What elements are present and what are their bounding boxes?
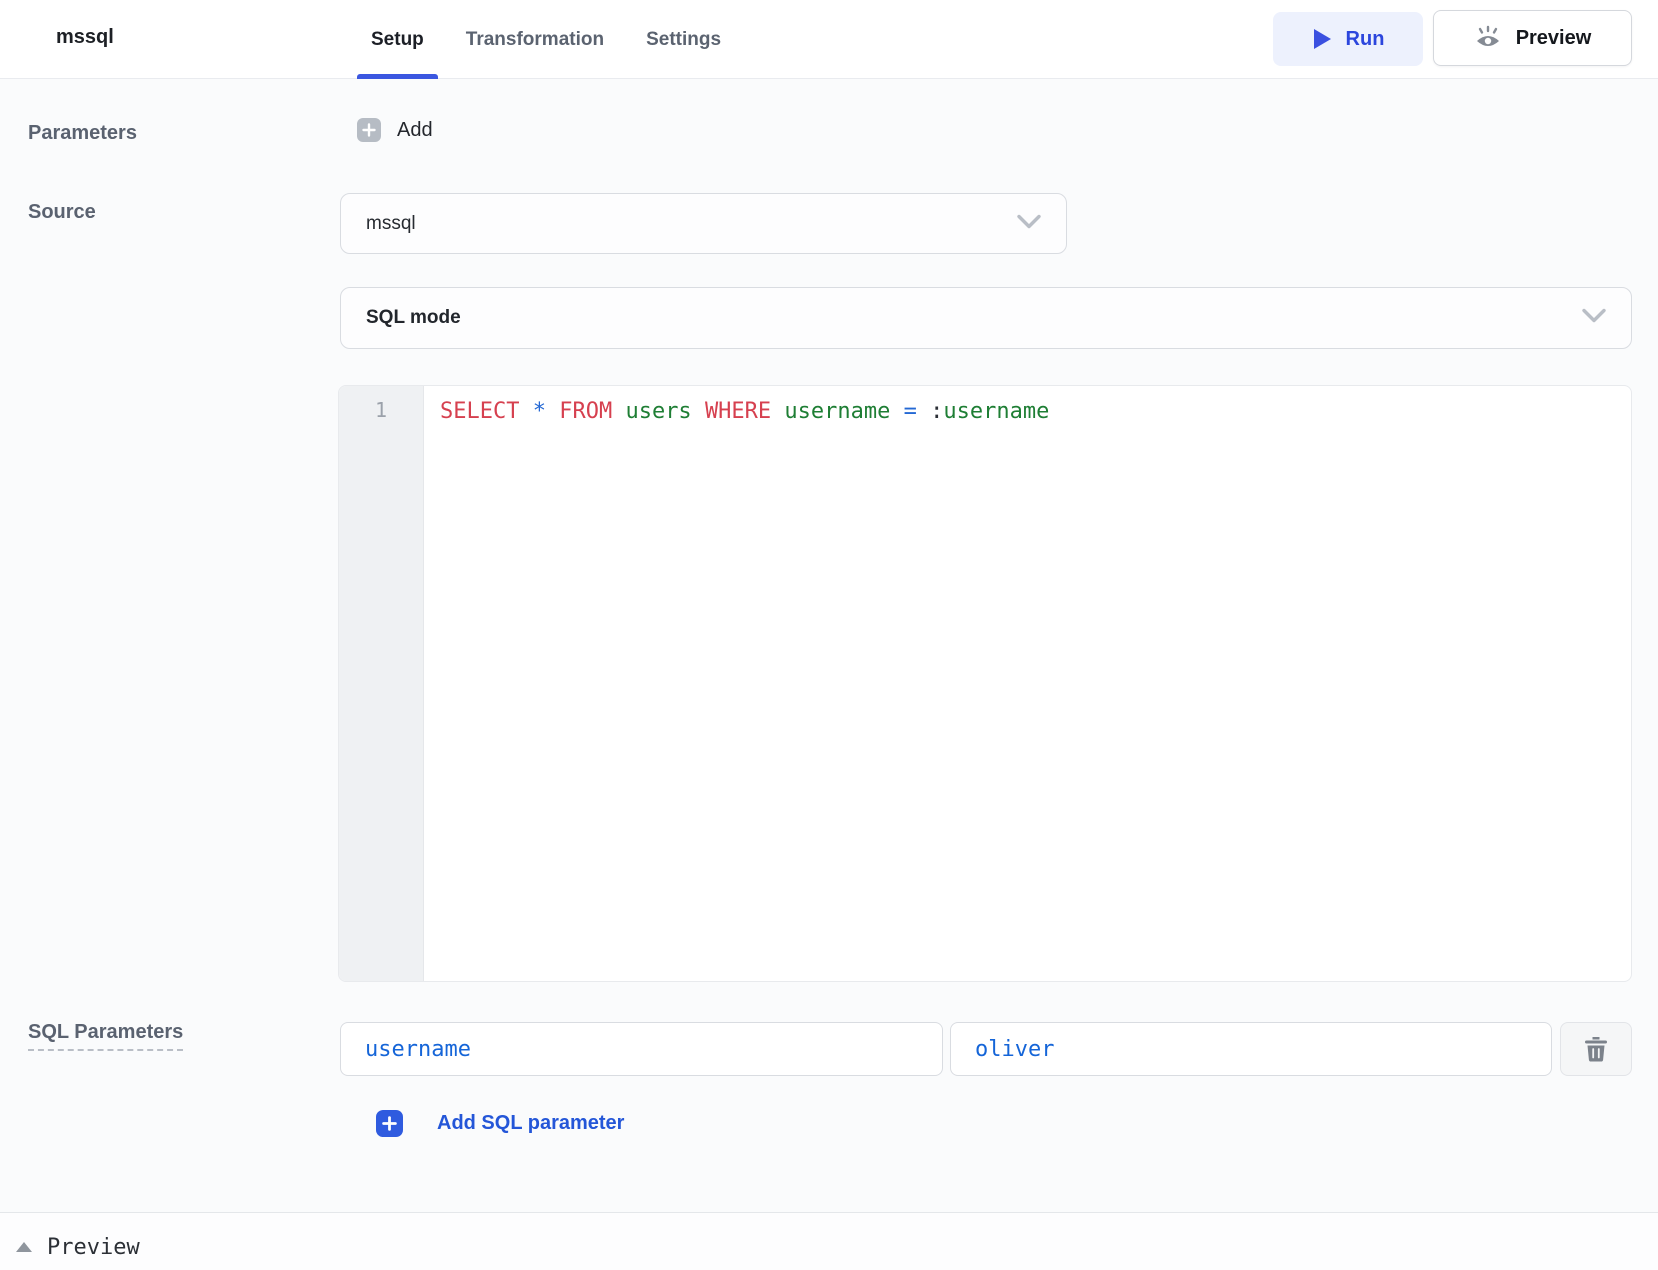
tab-setup[interactable]: Setup bbox=[357, 0, 438, 79]
editor-gutter: 1 bbox=[339, 386, 424, 981]
add-parameter-label: Add bbox=[397, 118, 433, 141]
tab-bar: Setup Transformation Settings bbox=[357, 0, 722, 79]
preview-button-label: Preview bbox=[1515, 26, 1592, 49]
chevron-down-icon bbox=[1016, 213, 1042, 234]
sql-parameter-key-input[interactable] bbox=[340, 1022, 943, 1076]
line-number: 1 bbox=[374, 398, 388, 422]
sql-token-operator: = bbox=[903, 399, 931, 424]
source-label: Source bbox=[28, 201, 96, 223]
delete-sql-parameter-button[interactable] bbox=[1560, 1022, 1632, 1076]
query-title: mssql bbox=[56, 26, 114, 48]
preview-button[interactable]: Preview bbox=[1433, 10, 1632, 66]
plus-icon bbox=[357, 118, 381, 142]
sql-token-identifier: users bbox=[625, 399, 705, 424]
run-button[interactable]: Run bbox=[1273, 12, 1423, 66]
play-icon bbox=[1312, 28, 1332, 50]
triangle-up-icon[interactable] bbox=[16, 1242, 32, 1252]
sql-token-keyword: FROM bbox=[559, 399, 626, 424]
tab-transformation[interactable]: Transformation bbox=[465, 28, 605, 50]
query-mode-select[interactable]: SQL mode bbox=[340, 287, 1632, 349]
top-bar: mssql Setup Transformation Settings Run … bbox=[0, 0, 1658, 79]
source-select[interactable]: mssql bbox=[340, 193, 1067, 254]
tab-settings[interactable]: Settings bbox=[646, 28, 722, 50]
trash-icon bbox=[1585, 1036, 1607, 1062]
run-button-label: Run bbox=[1345, 27, 1385, 50]
plus-icon bbox=[376, 1110, 403, 1137]
add-parameter-button[interactable]: Add bbox=[357, 118, 433, 142]
parameters-label: Parameters bbox=[28, 122, 137, 144]
sql-token-identifier: username bbox=[784, 399, 904, 424]
preview-panel-bar[interactable] bbox=[0, 1212, 1658, 1270]
editor-code-line[interactable]: SELECT * FROM users WHERE username = :us… bbox=[424, 386, 1631, 981]
sql-token-keyword: WHERE bbox=[704, 399, 785, 424]
eye-icon bbox=[1474, 25, 1502, 51]
sql-code-editor[interactable]: 1 SELECT * FROM users WHERE username = :… bbox=[338, 385, 1632, 982]
add-sql-parameter-button[interactable]: Add SQL parameter bbox=[376, 1110, 624, 1137]
sql-parameters-label: SQL Parameters bbox=[28, 1021, 184, 1051]
preview-panel-label: Preview bbox=[47, 1235, 140, 1260]
chevron-down-icon bbox=[1581, 308, 1607, 329]
sql-token-colon: : bbox=[930, 399, 944, 424]
query-mode-value: SQL mode bbox=[366, 307, 461, 328]
sql-token-identifier: username bbox=[943, 399, 1050, 424]
source-select-value: mssql bbox=[366, 212, 416, 234]
sql-token-keyword: SELECT bbox=[440, 399, 533, 424]
add-sql-parameter-label: Add SQL parameter bbox=[437, 1112, 625, 1134]
sql-parameter-value-input[interactable] bbox=[950, 1022, 1552, 1076]
sql-token-operator: * bbox=[532, 399, 560, 424]
